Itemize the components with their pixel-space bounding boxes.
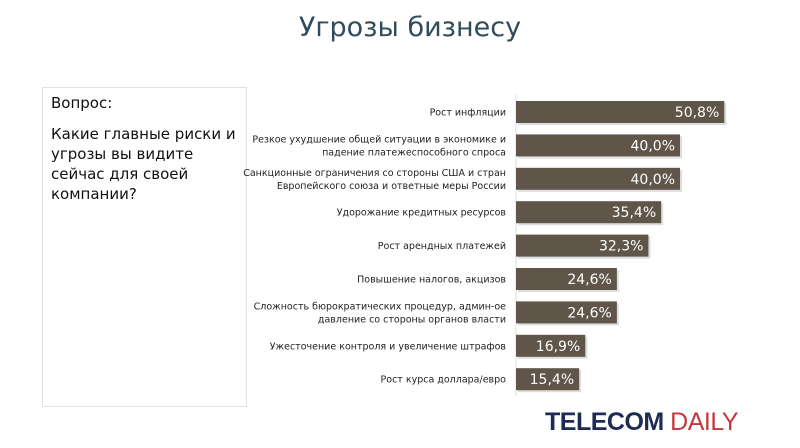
category-label: падение платежеспособного спроса — [322, 147, 506, 158]
bar — [516, 101, 725, 123]
data-label: 15,4% — [530, 372, 574, 388]
logo-part1: TELECOM — [545, 408, 664, 436]
category-label: Ужесточение контроля и увеличение штрафо… — [270, 341, 507, 352]
category-label: Удорожание кредитных ресурсов — [337, 208, 507, 219]
category-label: Европейского союза и ответные меры Росси… — [277, 181, 506, 192]
data-label: 24,6% — [567, 305, 611, 321]
category-label: Санкционные ограничения со стороны США и… — [243, 168, 506, 179]
data-label: 40,0% — [631, 172, 675, 188]
telecom-daily-logo: TELECOM DAILY — [545, 408, 739, 437]
question-box: Вопрос: Какие главные риски и угрозы вы … — [42, 87, 247, 407]
bar — [516, 301, 617, 324]
category-label: давление со стороны органов власти — [318, 314, 506, 325]
bar — [516, 334, 586, 357]
category-label: Повышение налогов, акцизов — [357, 275, 506, 286]
data-label: 24,6% — [567, 272, 611, 288]
category-label: Резкое ухудшение общей ситуации в эконом… — [252, 134, 506, 145]
category-label: Рост арендных платежей — [378, 241, 506, 252]
category-label: Рост инфляции — [430, 108, 506, 119]
question-label: Вопрос: — [51, 94, 113, 112]
question-text: Какие главные риски и угрозы вы видите с… — [51, 125, 236, 203]
category-label: Рост курса доллара/евро — [381, 375, 507, 386]
data-label: 16,9% — [536, 339, 580, 355]
bar — [516, 134, 680, 157]
data-label: 40,0% — [631, 138, 675, 154]
bar — [516, 201, 662, 224]
bar — [516, 234, 649, 257]
data-label: 35,4% — [612, 205, 656, 221]
data-label: 50,8% — [675, 105, 719, 121]
logo-part2: DAILY — [663, 408, 739, 436]
bar — [516, 368, 580, 391]
category-label: Сложность бюрократических процедур, адми… — [254, 301, 507, 312]
page-title: Угрозы бизнесу — [298, 12, 522, 43]
bar — [516, 167, 680, 190]
bar — [516, 268, 617, 290]
data-label: 32,3% — [599, 239, 643, 255]
